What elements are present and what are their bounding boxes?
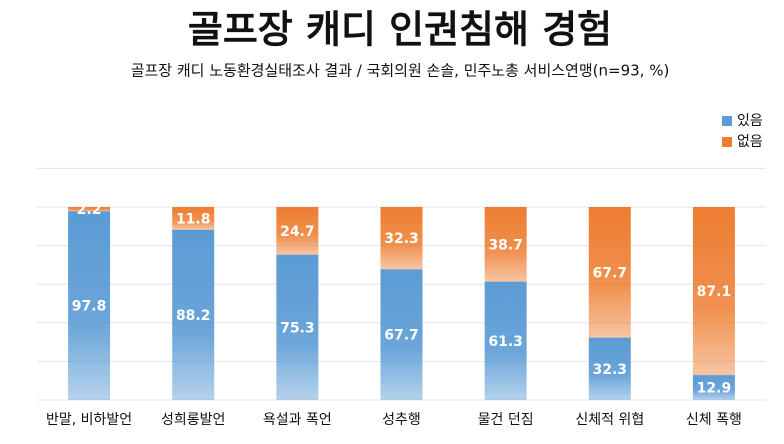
legend-swatch <box>722 137 732 147</box>
bar-segment <box>484 207 527 282</box>
x-tick-label: 물건 던짐 <box>478 412 534 428</box>
value-label: 24.7 <box>280 224 315 240</box>
value-label: 38.7 <box>488 237 523 253</box>
bar-segment <box>172 229 215 400</box>
x-tick-label: 신체 폭행 <box>686 412 742 428</box>
bar-segment <box>380 207 423 270</box>
value-label: 32.3 <box>384 231 419 247</box>
value-label: 12.9 <box>697 381 732 397</box>
value-label: 97.8 <box>72 299 107 315</box>
value-label: 67.7 <box>384 328 419 344</box>
bar-segment <box>276 254 319 400</box>
value-label: 2.2 <box>77 202 102 218</box>
legend-label: 있음 <box>737 113 763 129</box>
bar-segment <box>692 375 735 400</box>
x-tick-label: 욕설과 폭언 <box>263 412 332 428</box>
bar-segment <box>692 207 735 376</box>
value-label: 61.3 <box>488 334 523 350</box>
chart-subtitle: 골프장 캐디 노동환경실태조사 결과 / 국회의원 손솔, 민주노총 서비스연맹… <box>131 62 670 80</box>
legend-label: 없음 <box>737 134 763 150</box>
value-label: 75.3 <box>280 320 315 336</box>
bar-segment <box>484 281 527 400</box>
bar-segment <box>276 207 319 255</box>
x-tick-label: 성희롱발언 <box>161 412 225 428</box>
value-label: 32.3 <box>593 362 628 378</box>
bar-segment <box>588 207 631 338</box>
value-label: 87.1 <box>697 284 732 300</box>
value-label: 88.2 <box>176 308 211 324</box>
x-tick-label: 신체적 위협 <box>575 412 644 428</box>
x-tick-label: 성추행 <box>382 412 421 428</box>
bar-segment <box>588 337 631 400</box>
bar-segment <box>172 207 215 230</box>
bar-segment <box>68 211 111 400</box>
value-label: 11.8 <box>176 211 211 227</box>
bar-segment <box>380 269 423 400</box>
value-label: 67.7 <box>593 265 628 281</box>
bar-segment <box>68 207 111 212</box>
x-tick-label: 반말, 비하발언 <box>46 412 132 428</box>
chart-title: 골프장 캐디 인권침해 경험 <box>188 8 612 52</box>
legend-swatch <box>722 116 732 126</box>
